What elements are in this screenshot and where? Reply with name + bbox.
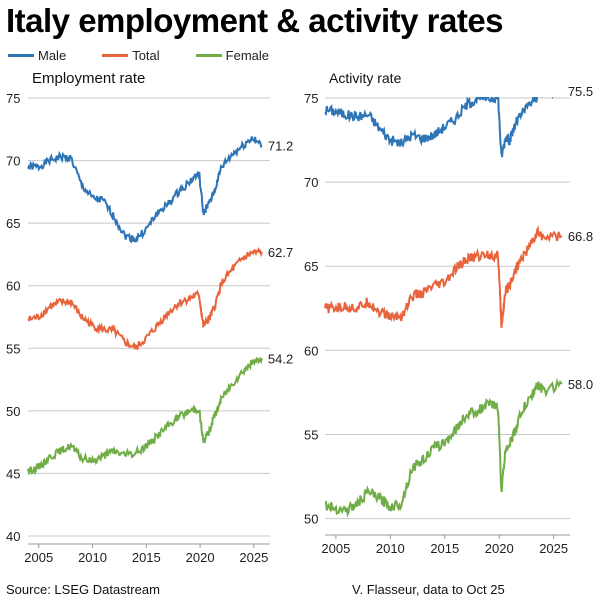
end-value-label: 54.2 (268, 351, 293, 366)
employment-subtitle: Employment rate (32, 70, 146, 87)
source-note: Source: LSEG Datastream (6, 582, 160, 597)
y-tick-label: 50 (6, 404, 20, 419)
y-tick-label: 55 (304, 427, 318, 442)
x-tick-label: 2015 (132, 550, 161, 565)
end-value-label: 71.2 (268, 139, 293, 154)
legend: Male Total Female (8, 48, 269, 63)
series-line-total (27, 247, 263, 350)
x-tick-label: 2025 (239, 550, 268, 565)
series-line-male (324, 97, 561, 158)
legend-label: Female (225, 48, 270, 63)
legend-female: Female (195, 48, 270, 63)
series-line-total (324, 225, 563, 328)
legend-label: Male (38, 48, 67, 63)
x-tick-label: 2010 (78, 550, 107, 565)
series-line-female (27, 356, 263, 476)
panel-0: 40 45 50 55 60 65 70 75 2005 2010 2015 2020 2025 71.2… (6, 91, 293, 565)
y-tick-label: 40 (6, 529, 20, 544)
y-tick-label: 70 (304, 175, 318, 190)
y-tick-label: 60 (304, 343, 318, 358)
x-tick-label: 2020 (485, 541, 514, 556)
x-tick-label: 2005 (24, 550, 53, 565)
y-tick-label: 60 (6, 279, 20, 294)
y-tick-label: 50 (304, 512, 318, 527)
y-tick-label: 75 (6, 91, 20, 106)
series-line-female (324, 377, 563, 518)
credit-note: V. Flasseur, data to Oct 25 (352, 582, 505, 597)
x-tick-label: 2010 (376, 541, 405, 556)
y-tick-label: 55 (6, 341, 20, 356)
series-line-male (27, 136, 263, 244)
end-value-label: 66.8 (568, 229, 593, 244)
legend-male: Male (8, 48, 66, 63)
activity-subtitle: Activity rate (329, 70, 402, 86)
end-value-label: 75.5 (568, 84, 593, 99)
y-tick-label: 65 (6, 216, 20, 231)
x-tick-label: 2020 (186, 550, 215, 565)
x-tick-label: 2005 (321, 541, 350, 556)
x-tick-label: 2015 (430, 541, 459, 556)
x-tick-label: 2025 (539, 541, 568, 556)
y-tick-label: 70 (6, 154, 20, 169)
chart-title: Italy employment & activity rates (6, 2, 504, 39)
y-tick-label: 45 (6, 466, 20, 481)
end-value-label: 62.7 (268, 245, 293, 260)
y-tick-label: 65 (304, 259, 318, 274)
legend-total: Total (102, 48, 160, 63)
panel-1: 50 55 60 65 70 75 2005 2010 2015 2020 2025 75.5 66.8… (304, 84, 593, 556)
y-tick-label: 75 (304, 91, 318, 106)
legend-label: Total (132, 48, 160, 63)
end-value-label: 58.0 (568, 377, 593, 392)
